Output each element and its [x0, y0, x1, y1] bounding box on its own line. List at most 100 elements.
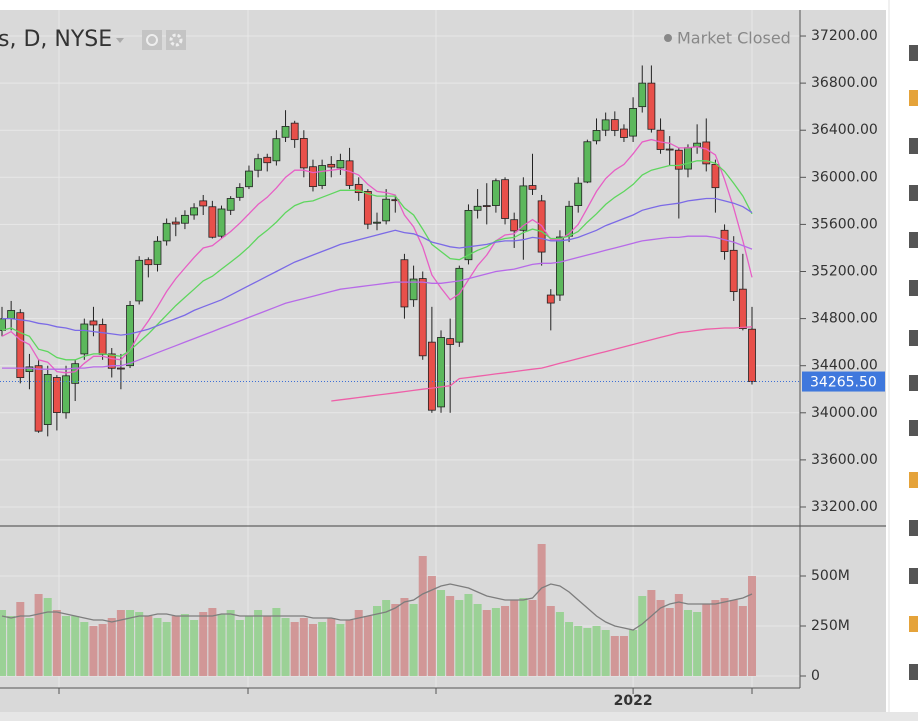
candle-body [25, 366, 34, 372]
volume-bar [336, 624, 345, 676]
candle-body [43, 374, 52, 425]
candle-body [190, 207, 198, 216]
candle-body [290, 122, 299, 141]
glyph [909, 568, 918, 584]
candle-body [80, 323, 89, 355]
volume-bar [555, 612, 564, 676]
candle-body [263, 156, 272, 164]
volume-bar [135, 612, 144, 676]
moving-average-line [1, 138, 753, 374]
volume-bar [345, 620, 354, 676]
candle-body [656, 129, 665, 150]
volume-bar [226, 610, 235, 676]
status-dot [664, 34, 672, 42]
volume-bar [610, 636, 619, 676]
volume-bar [638, 596, 647, 676]
candle-body [702, 141, 711, 165]
eye-icon[interactable] [142, 30, 162, 50]
last-price-box [802, 371, 885, 392]
candle-body [62, 375, 70, 414]
volume-bar [491, 608, 500, 676]
volume-bar [473, 604, 482, 676]
y-tick-label: 34000.00 [811, 405, 878, 421]
candle-body [336, 160, 345, 169]
volume-bar [629, 630, 638, 676]
volume-bar [464, 594, 473, 676]
volume-bar [647, 590, 656, 676]
candle-body [318, 165, 327, 186]
settings-icon[interactable] [166, 30, 186, 50]
volume-bar [272, 608, 281, 676]
candle-body [647, 82, 656, 130]
volume-bar [510, 600, 519, 676]
volume-bar [281, 618, 290, 676]
candle-body [427, 341, 436, 411]
volume-bar [683, 610, 692, 676]
volume-bar [748, 576, 756, 676]
candle-body [327, 163, 336, 168]
volume-bar [308, 624, 317, 676]
volume-bar [720, 598, 729, 676]
candle-body [345, 160, 354, 186]
candle-body [34, 365, 43, 432]
volume-bar [153, 618, 162, 676]
moving-average-line [331, 326, 753, 402]
glyph [909, 375, 918, 391]
volume-bar [455, 600, 464, 676]
volume-bar [62, 616, 71, 676]
y-tick-label: 34400.00 [811, 358, 878, 374]
candle-body [226, 198, 235, 211]
candle-body [501, 179, 509, 219]
glyph [909, 90, 918, 106]
candle-body [729, 249, 738, 293]
y-tick-label: 36800.00 [811, 75, 878, 91]
candle-body [7, 310, 16, 319]
dropdown-arrow[interactable] [116, 38, 124, 43]
candle-body [171, 221, 180, 225]
glyph [909, 616, 918, 632]
candle-body [629, 108, 637, 137]
candle-body [144, 259, 153, 266]
volume-bar [244, 616, 253, 676]
candle-body [601, 119, 610, 131]
volume-bar [235, 620, 244, 676]
moving-average-line [2, 235, 753, 370]
volume-bar [254, 610, 263, 676]
candle-body [400, 259, 409, 308]
volume-bar [16, 602, 25, 676]
y-tick-label: 34800.00 [811, 311, 878, 327]
volume-bar [199, 612, 208, 676]
volume-bar [482, 610, 491, 676]
candle-body [162, 222, 171, 242]
volume-bar [162, 622, 171, 676]
candle-body [738, 288, 747, 330]
candle-body [583, 141, 592, 183]
candle-body [272, 138, 281, 162]
candle-body [135, 259, 144, 302]
candle-body [620, 128, 628, 138]
candle-body [519, 185, 528, 231]
volume-bar [574, 626, 583, 676]
volume-tick-label: 0 [811, 668, 820, 684]
volume-bar [180, 614, 189, 676]
candle-body [510, 219, 519, 232]
volume-bar [363, 616, 372, 676]
plot [0, 10, 800, 688]
candle-body [0, 318, 6, 331]
candle-body [748, 328, 756, 382]
glyph [909, 138, 918, 154]
volume-bar [373, 606, 381, 676]
candle-body [245, 170, 253, 188]
volume-bar [427, 576, 436, 676]
glyph [909, 280, 918, 296]
volume-bar [263, 616, 272, 676]
candle-body [638, 82, 647, 108]
volume-bar [190, 620, 199, 676]
volume-bar [656, 600, 665, 676]
candle-body [684, 147, 692, 170]
volume-average-line [1, 583, 753, 631]
candle-body [373, 221, 381, 224]
volume-bar [711, 600, 720, 676]
candle-body [437, 337, 445, 408]
y-tick-label: 36000.00 [811, 169, 878, 185]
